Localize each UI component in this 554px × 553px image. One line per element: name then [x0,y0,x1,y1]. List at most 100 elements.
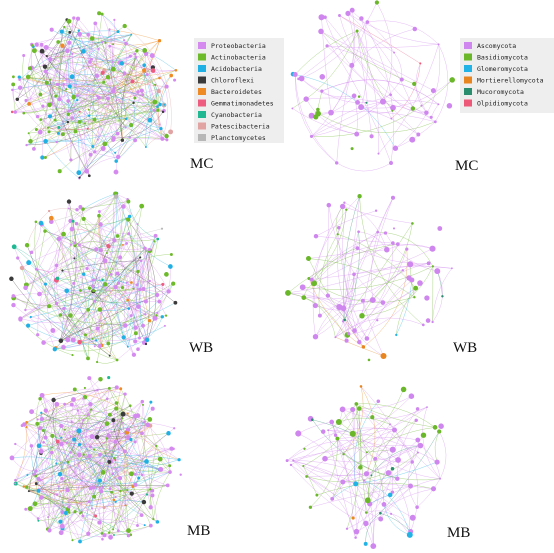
node [25,143,28,147]
node [419,62,422,65]
edge [328,429,438,463]
node [108,534,113,540]
node [79,289,82,292]
panel-label-fungi-mb: MB [447,525,470,541]
edge [311,10,355,137]
node [305,255,312,262]
edge [327,205,330,296]
edge [374,406,428,459]
node [169,73,174,78]
node [350,407,356,413]
node [376,230,380,234]
node [24,243,30,248]
edge [355,458,376,538]
node [417,442,424,449]
node [39,416,45,422]
node [129,123,134,128]
edge [116,422,129,531]
node [125,241,129,245]
node [68,30,72,34]
node [88,60,92,64]
node [76,428,82,434]
node [133,331,138,336]
node [36,443,42,449]
edge [58,216,130,240]
edge [41,395,133,494]
node [159,127,163,131]
node [93,299,97,303]
edge [352,409,371,504]
node [450,267,453,270]
edge [287,243,398,294]
edge [62,270,118,361]
node [25,74,31,80]
node [90,57,94,61]
edge [79,244,102,347]
node [18,78,21,81]
node [116,281,121,285]
node [128,136,131,139]
node [173,300,178,305]
node [56,40,61,44]
node [71,52,74,56]
node [164,133,169,139]
node [113,534,115,536]
node [57,97,62,102]
node [29,444,34,448]
edge [365,488,434,524]
edge [133,288,146,315]
node [26,323,31,328]
node [126,298,129,302]
node [48,219,54,225]
node [34,42,39,47]
node [133,52,137,56]
node [91,485,96,490]
node [410,460,414,464]
legend-label-proteobacteria: Proteobacteria [211,42,266,50]
node [323,15,327,20]
edge [128,233,150,251]
edge [303,297,336,338]
node [164,272,169,277]
node [316,107,320,112]
node [113,439,118,444]
node [143,299,148,304]
node [130,281,133,284]
node [65,337,71,343]
edge [360,386,413,463]
edge [127,413,180,460]
node [317,313,322,318]
edge [62,270,156,319]
node [407,261,414,268]
node [391,427,398,433]
node [168,464,172,468]
node [35,421,40,426]
node [141,403,145,406]
node [114,495,117,499]
edge [287,292,368,339]
edge [12,81,104,113]
node [336,304,343,311]
edge [359,408,393,493]
edge [49,102,134,133]
node [123,392,127,396]
node [439,477,442,480]
node [408,483,413,489]
node [22,485,26,488]
node [377,152,380,155]
node [373,456,378,461]
edge [68,208,123,288]
edge [111,492,152,526]
node [308,505,313,509]
node [28,139,33,144]
legend-swatch-planctomycetes [198,134,206,141]
edge [38,445,128,491]
node [66,120,70,124]
node [65,441,68,445]
node [43,139,48,144]
node [431,320,434,324]
node [153,240,156,243]
node [140,399,145,404]
node [108,531,111,534]
node [390,117,393,120]
